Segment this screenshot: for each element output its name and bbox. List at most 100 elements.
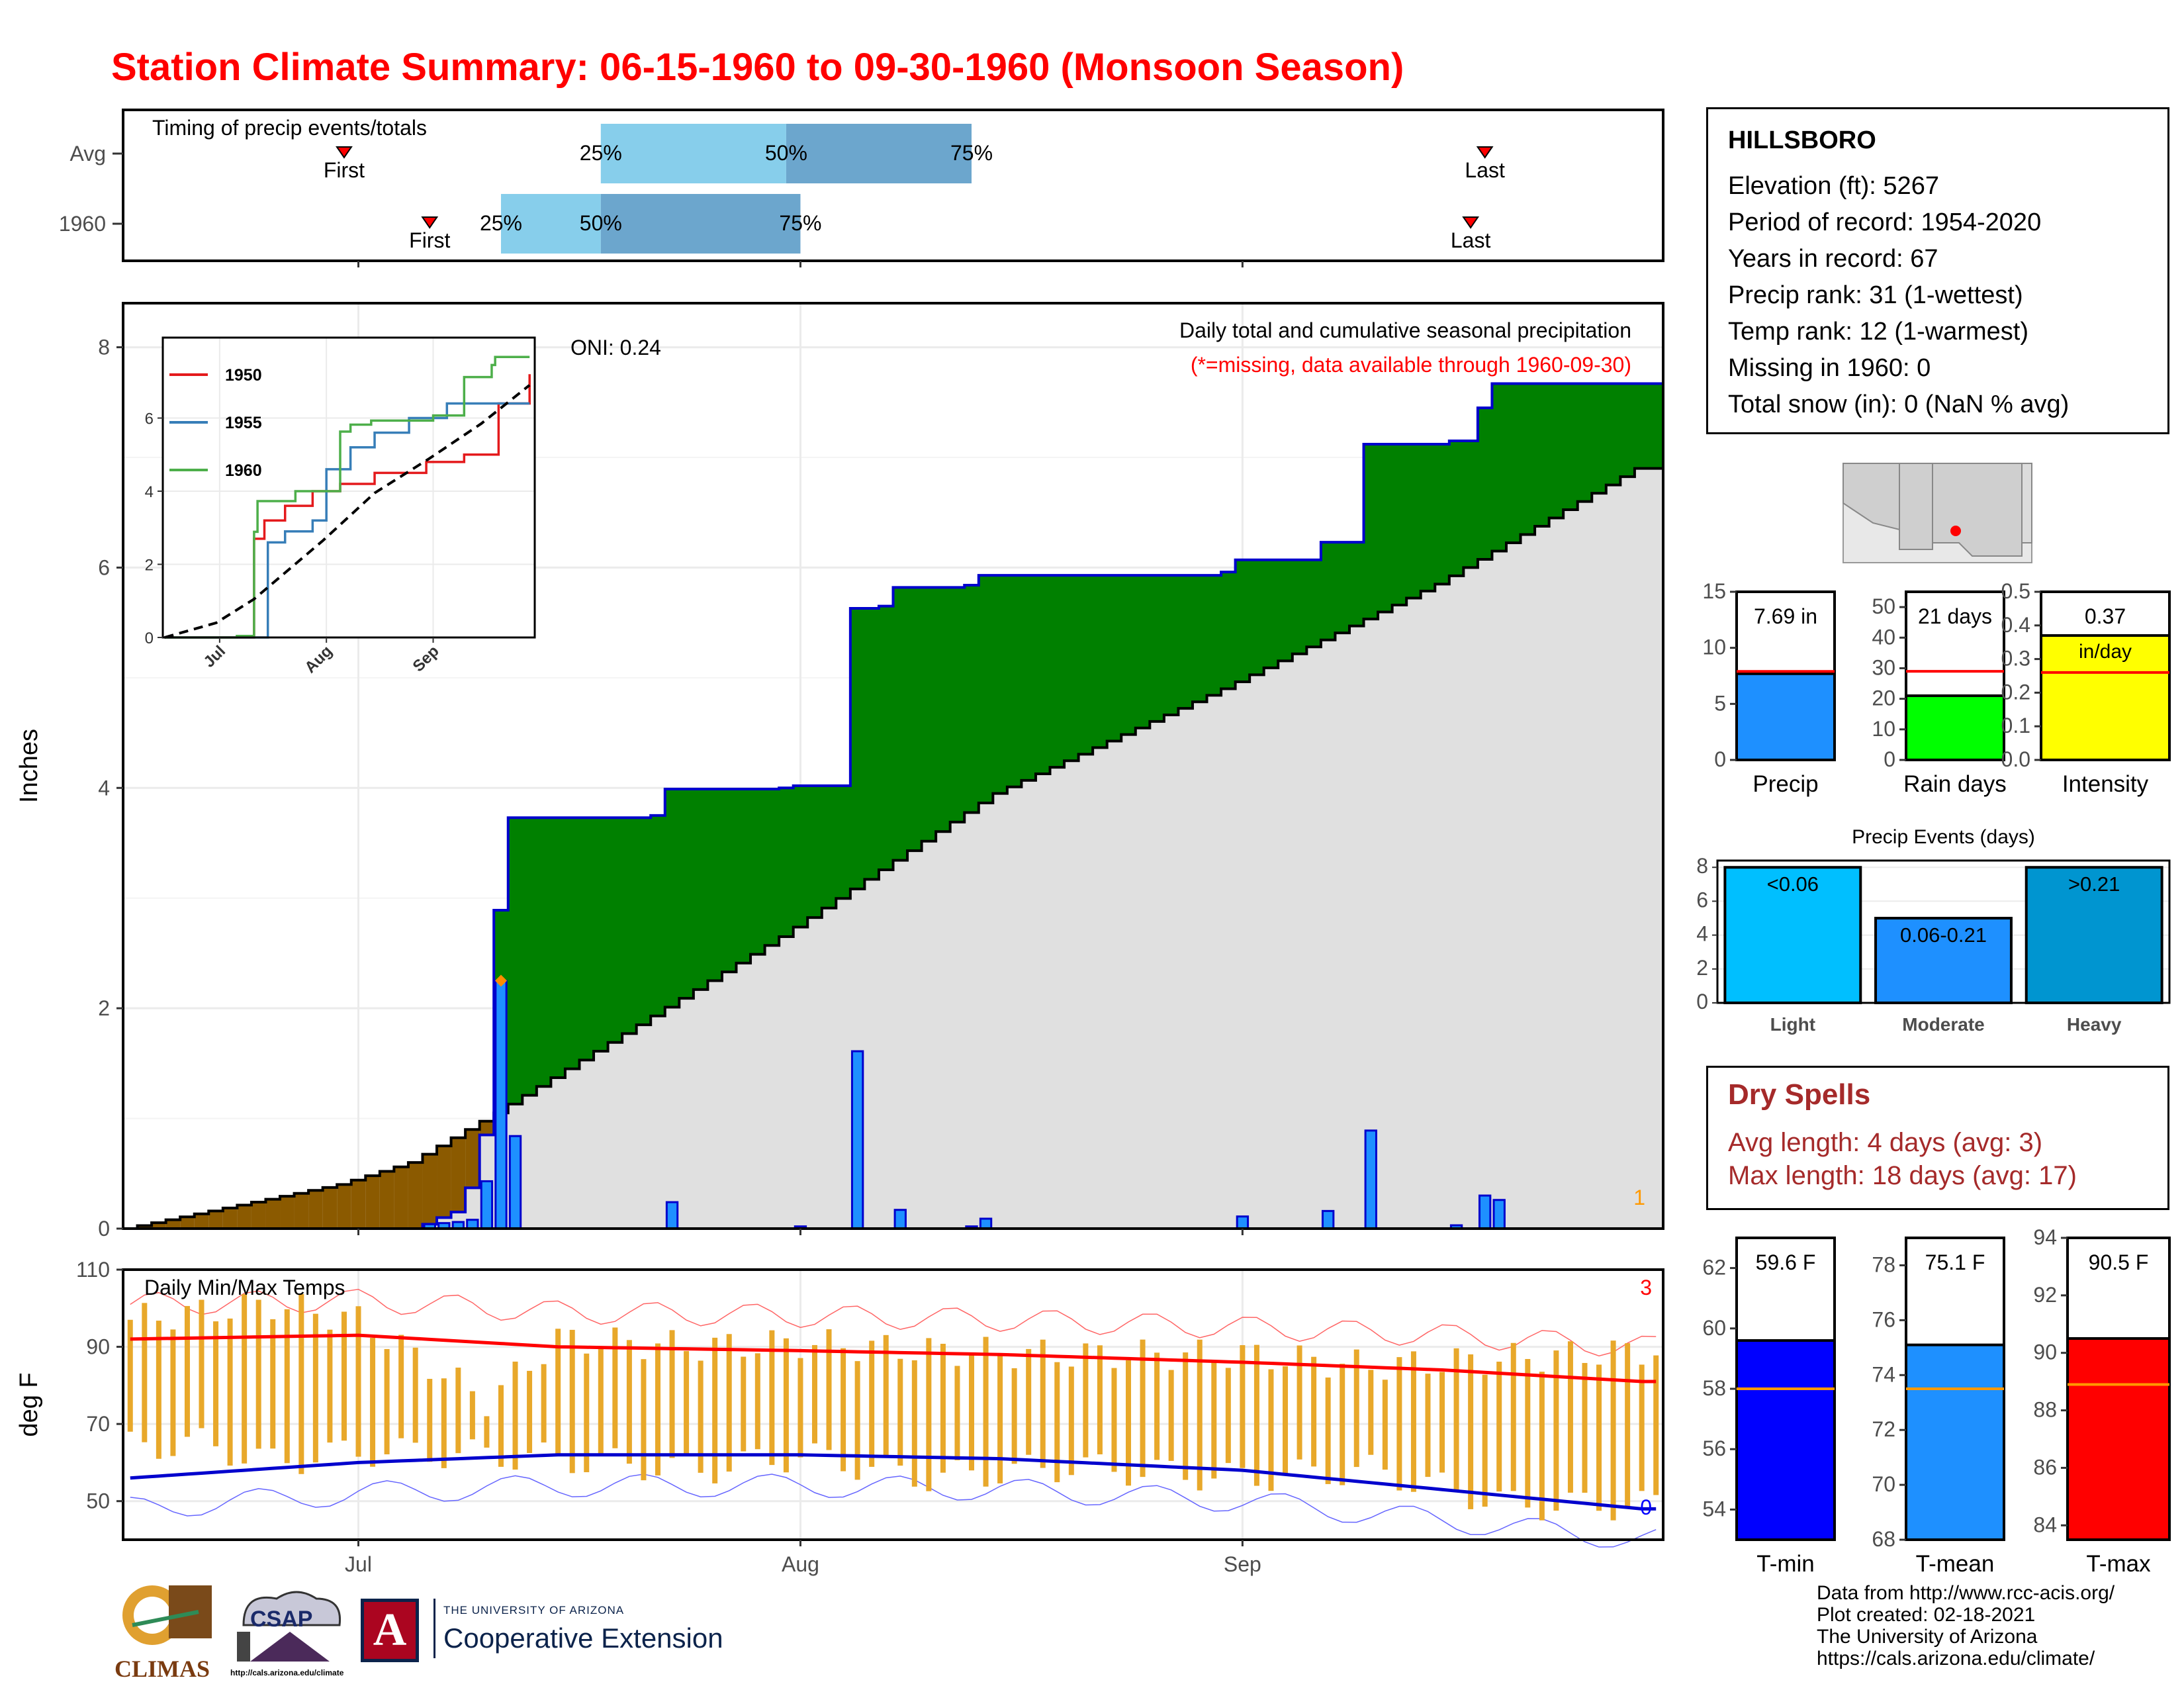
daily-temp-bar <box>655 1343 660 1476</box>
above-normal-area <box>1363 444 1379 620</box>
tsum-t-max-ytick-label: 88 <box>2033 1398 2057 1422</box>
inset-ytick-label: 2 <box>145 557 154 575</box>
climatology-area <box>664 1007 680 1229</box>
above-normal-area <box>807 785 823 918</box>
climatology-area <box>1392 605 1407 1229</box>
ua-big-text: Cooperative Extension <box>443 1622 723 1654</box>
daily-temp-bar <box>1040 1339 1046 1468</box>
season-intensity-category-label: Intensity <box>2062 771 2149 797</box>
above-normal-area <box>764 788 780 946</box>
timing-marker-first-avg <box>336 146 353 159</box>
timing-label-75-1960: 75% <box>779 211 821 235</box>
inset-series-avg <box>164 384 531 639</box>
daily-temp-bar <box>1396 1357 1402 1491</box>
daily-temp-bar <box>541 1364 547 1443</box>
season-rain-days-ytick-label: 0 <box>1884 747 1895 771</box>
above-normal-area <box>1150 575 1165 722</box>
events-category-heavy: Heavy <box>2067 1014 2122 1035</box>
climatology-area <box>1050 767 1065 1229</box>
csap-logo: CSAP http://cals.arizona.edu/climate <box>230 1585 349 1685</box>
daily-precip-bar <box>665 1201 679 1230</box>
climatology-area <box>1406 598 1422 1229</box>
daily-temp-bar <box>626 1340 632 1464</box>
above-normal-area <box>921 587 936 841</box>
climatology-area <box>679 998 694 1229</box>
climatology-area <box>1349 626 1365 1229</box>
timing-marker-first-1960 <box>421 216 439 229</box>
inset-legend-label-1960: 1960 <box>225 461 262 480</box>
climatology-area <box>1535 526 1550 1229</box>
daily-temp-bar <box>1225 1368 1231 1464</box>
events-category-light: Light <box>1770 1014 1815 1035</box>
below-normal-area <box>351 1180 366 1229</box>
daily-temp-bar <box>184 1305 190 1437</box>
climatology-area <box>1563 510 1578 1229</box>
climatology-area <box>864 879 880 1229</box>
daily-temp-bar <box>1368 1370 1374 1455</box>
record-low-line <box>130 1474 1657 1548</box>
daily-temp-bar <box>498 1385 504 1467</box>
climatology-area <box>1606 485 1621 1229</box>
credit-url: https://cals.arizona.edu/climate/ <box>1817 1648 2095 1669</box>
station-location-dot <box>1950 526 1961 536</box>
above-normal-area <box>707 788 723 981</box>
below-normal-area <box>437 1146 452 1218</box>
daily-temp-bar <box>455 1367 461 1454</box>
tsum-t-min-ytick-label: 62 <box>1702 1256 1726 1280</box>
climatology-area <box>1007 786 1023 1229</box>
climatology-area <box>1320 639 1336 1229</box>
season-intensity-ytick-label: 0.2 <box>2001 680 2030 704</box>
climatology-area <box>1035 773 1051 1229</box>
dry-spells-avg: Avg length: 4 days (avg: 3) <box>1728 1128 2043 1157</box>
daily-temp-bar <box>298 1293 304 1474</box>
ua-small-text: THE UNIVERSITY OF ARIZONA <box>443 1604 625 1617</box>
tmax-avg-line <box>130 1333 1657 1383</box>
daily-temp-bar <box>242 1294 248 1464</box>
climas-label: CLIMAS <box>114 1656 210 1682</box>
daily-temp-bar <box>370 1338 376 1467</box>
daily-temp-bar <box>469 1391 475 1440</box>
above-normal-area <box>1121 575 1136 735</box>
daily-temp-bar <box>312 1313 318 1463</box>
season-intensity-ytick-label: 0.4 <box>2001 613 2030 637</box>
precip-corner-count: 1 <box>1633 1186 1645 1209</box>
climatology-area <box>1192 702 1208 1229</box>
events-frame <box>1716 859 2171 1004</box>
below-normal-area <box>251 1202 267 1229</box>
credit-data-source: Data from http://www.rcc-acis.org/ <box>1817 1582 2115 1604</box>
above-normal-area <box>1064 575 1079 761</box>
temps-count-low: 0 <box>1640 1495 1652 1519</box>
timing-label-last-1960: Last <box>1451 228 1491 252</box>
climatology-area <box>807 917 823 1229</box>
below-normal-area <box>208 1211 224 1229</box>
daily-temp-bar <box>1325 1377 1331 1484</box>
above-normal-area <box>1192 575 1208 702</box>
daily-temp-bar <box>926 1338 932 1491</box>
above-normal-area <box>551 818 566 1078</box>
climatology-area <box>1463 567 1479 1229</box>
above-normal-area <box>736 788 751 963</box>
above-normal-area <box>821 785 837 908</box>
daily-temp-bar <box>883 1335 889 1456</box>
climatology-area <box>594 1051 609 1229</box>
daily-temp-bar <box>355 1306 361 1457</box>
daily-precip-bar <box>850 1050 864 1230</box>
tsum-t-max-ytick-label: 90 <box>2033 1340 2057 1364</box>
daily-temp-bar <box>854 1361 860 1480</box>
climatology-area <box>1420 590 1435 1229</box>
temps-xtick-label-sep: Sep <box>1224 1552 1261 1576</box>
above-normal-area <box>1378 444 1393 612</box>
above-normal-area <box>993 575 1008 794</box>
climatology-area <box>1335 633 1350 1229</box>
climatology-area <box>1021 780 1036 1229</box>
daily-temp-bar <box>1154 1352 1160 1460</box>
events-ytick-label: 0 <box>1696 990 1708 1013</box>
daily-temp-bar <box>726 1334 732 1472</box>
daily-temp-bar <box>412 1347 418 1443</box>
above-normal-area <box>1420 444 1435 591</box>
above-normal-area <box>1477 408 1493 559</box>
ua-logo: A THE UNIVERSITY OF ARIZONA Cooperative … <box>361 1599 758 1671</box>
above-normal-area <box>864 608 880 880</box>
above-normal-area <box>1535 383 1550 527</box>
events-ytick-label: 8 <box>1696 854 1708 878</box>
